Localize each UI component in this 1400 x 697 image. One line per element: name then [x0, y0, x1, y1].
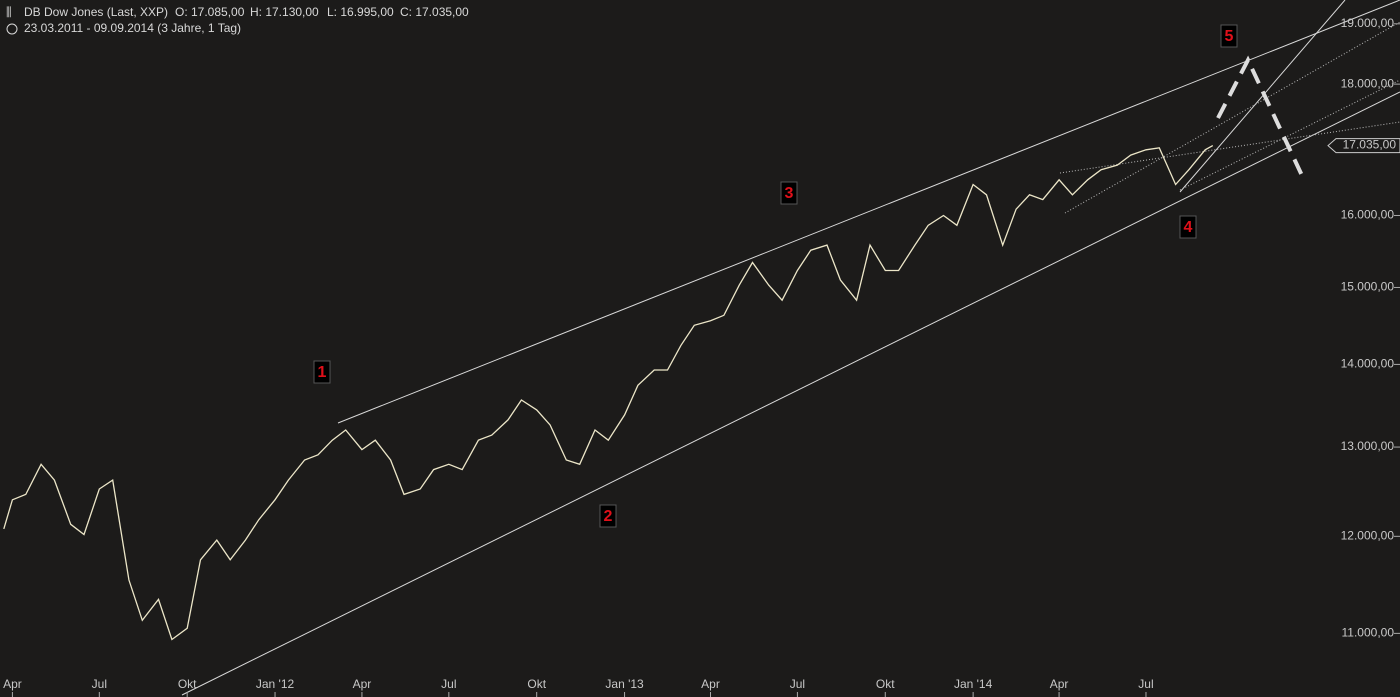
x-tick-label: Jul [790, 677, 805, 691]
trend-lines [181, 0, 1400, 696]
last-price-label: 17.035,00 [1343, 138, 1397, 152]
wave-label: 2 [604, 508, 613, 525]
chart-subtitle: 23.03.2011 - 09.09.2014 (3 Jahre, 1 Tag) [24, 21, 241, 35]
wave-label: 5 [1225, 28, 1234, 45]
x-tick-label: Jan '12 [256, 677, 295, 691]
y-tick-label: 11.000,00 [1342, 626, 1395, 640]
x-tick-label: Apr [3, 677, 22, 691]
x-tick-label: Apr [701, 677, 720, 691]
y-tick-label: 16.000,00 [1341, 208, 1395, 222]
wave-box [1220, 24, 1238, 48]
y-tick-label: 14.000,00 [1341, 357, 1395, 371]
x-tick-label: Jul [1138, 677, 1153, 691]
open: O: 17.085,00 [175, 5, 245, 19]
high: H: 17.130,00 [250, 5, 319, 19]
price-line [3, 145, 1214, 641]
lower-channel [181, 91, 1400, 696]
x-tick-label: Okt [178, 677, 197, 691]
y-tick-label: 19.000,00 [1341, 16, 1395, 30]
x-tick-label: Apr [1050, 677, 1069, 691]
dotted-line [1179, 79, 1400, 191]
last-price-tag [1327, 138, 1400, 154]
wave-box [599, 504, 617, 528]
wave-label: 4 [1184, 219, 1193, 236]
wave-box [313, 360, 331, 384]
y-tick-label: 15.000,00 [1341, 280, 1395, 294]
close: C: 17.035,00 [400, 5, 469, 19]
x-tick-label: Okt [876, 677, 895, 691]
x-tick-label: Jul [92, 677, 107, 691]
x-tick-label: Apr [353, 677, 372, 691]
upper-channel [337, 0, 1400, 424]
chart-title: DB Dow Jones (Last, XXP) [24, 5, 168, 19]
wave-box [1179, 215, 1197, 239]
x-tick-label: Jan '13 [605, 677, 644, 691]
low: L: 16.995,00 [327, 5, 394, 19]
x-tick-label: Jan '14 [954, 677, 993, 691]
dotted-lines [1059, 21, 1400, 214]
y-tick-label: 13.000,00 [1341, 439, 1395, 453]
clock-icon [6, 23, 18, 35]
x-tick-label: Jul [441, 677, 456, 691]
y-tick-label: 18.000,00 [1341, 76, 1395, 90]
y-tick-label: 12.000,00 [1341, 528, 1395, 542]
steep-trend [1179, 0, 1346, 193]
wave-label: 3 [785, 185, 794, 202]
projection-arrow [1216, 55, 1307, 183]
x-tick-label: Okt [527, 677, 546, 691]
chart-icon: ⫼ [6, 5, 12, 19]
wave-box [780, 181, 798, 205]
dotted-line [1064, 21, 1400, 214]
dotted-line [1059, 121, 1400, 174]
wave-label: 1 [318, 364, 327, 381]
